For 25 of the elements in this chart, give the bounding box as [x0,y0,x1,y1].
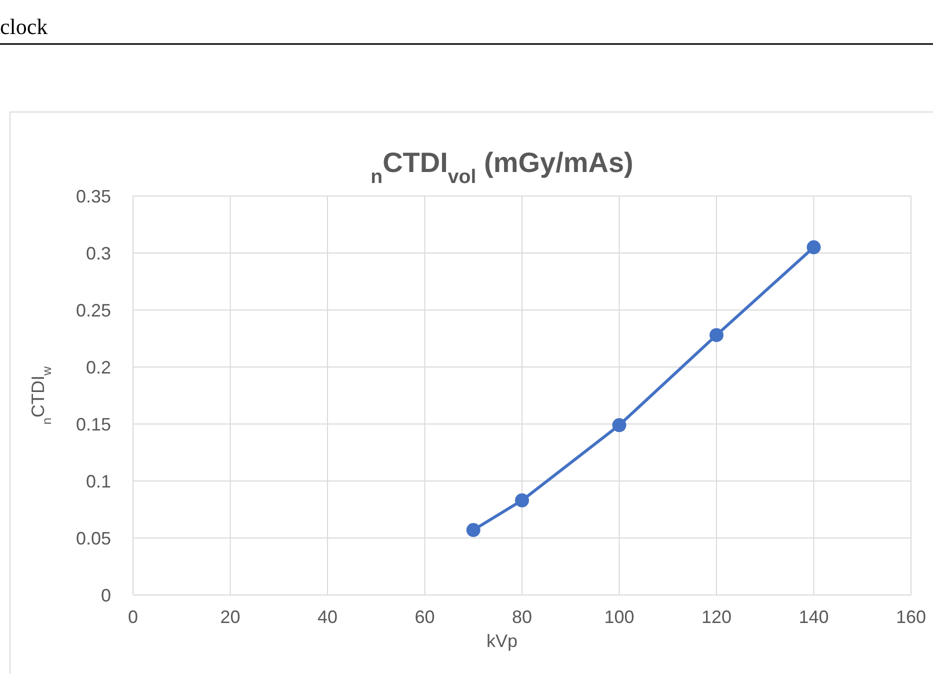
y-tick-label: 0.1 [86,471,111,492]
y-tick-label: 0.35 [76,186,111,206]
x-tick-label: 120 [701,607,732,627]
y-tick-label: 0 [100,585,111,606]
y-tick-label: 0.3 [86,243,111,264]
y-tick-label: 0.2 [86,357,111,378]
x-tick-label: 160 [896,607,926,627]
point [515,493,529,508]
text: clock [0,14,48,39]
x-tick-label: 40 [317,607,338,627]
point [612,418,626,432]
y-tick-label: 0.25 [76,300,111,320]
point [466,523,480,538]
x-tick-label: 0 [128,607,138,627]
y-tick-label: 0.15 [76,414,111,434]
x-tick-label: 80 [512,607,532,627]
point [710,328,724,342]
x-tick-label: 100 [604,607,634,627]
y-tick-label: 0.05 [76,528,111,548]
x-tick-label: 20 [220,607,240,627]
x-tick-label: 60 [414,607,435,627]
point [806,240,821,254]
chart-title: $_{n}$CTDI$_{vol}$ (mGy/mAs) [370,147,634,188]
x-axis-title: kVp [486,631,518,651]
x-tick-label: 140 [798,607,829,627]
